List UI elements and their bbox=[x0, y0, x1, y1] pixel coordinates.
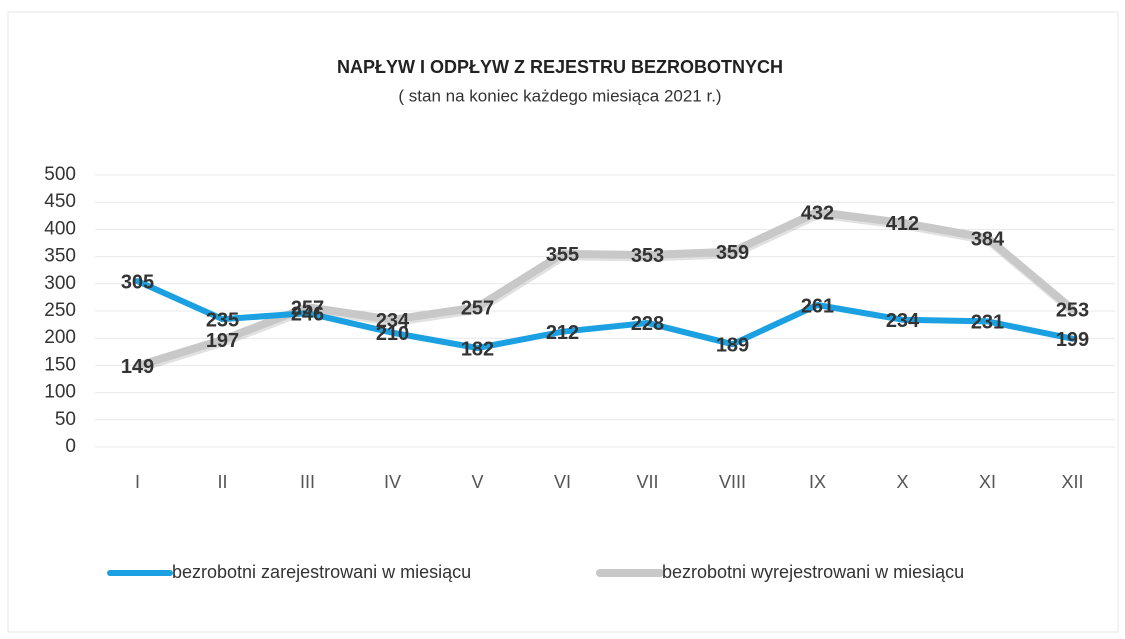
chart-subtitle: ( stan na koniec każdego miesiąca 2021 r… bbox=[398, 86, 721, 105]
data-label: 228 bbox=[631, 313, 664, 335]
y-tick-label: 300 bbox=[44, 273, 76, 294]
data-label: 257 bbox=[461, 297, 494, 319]
data-label: 199 bbox=[1056, 329, 1089, 351]
data-label: 182 bbox=[461, 338, 494, 360]
y-tick-label: 150 bbox=[44, 354, 76, 375]
x-tick-label: V bbox=[471, 472, 483, 492]
y-tick-label: 500 bbox=[44, 164, 76, 185]
x-tick-label: VI bbox=[554, 472, 571, 492]
x-tick-label: VII bbox=[636, 472, 658, 492]
data-label: 359 bbox=[716, 242, 749, 264]
x-tick-label: I bbox=[135, 472, 140, 492]
chart-title: NAPŁYW I ODPŁYW Z REJESTRU BEZROBOTNYCH bbox=[337, 57, 783, 77]
y-tick-label: 50 bbox=[55, 409, 76, 430]
y-tick-label: 200 bbox=[44, 327, 76, 348]
x-tick-label: VIII bbox=[719, 472, 746, 492]
y-tick-label: 350 bbox=[44, 246, 76, 267]
y-tick-label: 400 bbox=[44, 218, 76, 239]
legend-label: bezrobotni wyrejestrowani w miesiącu bbox=[662, 562, 964, 582]
x-tick-label: X bbox=[896, 472, 908, 492]
data-label: 432 bbox=[801, 202, 834, 224]
data-label: 212 bbox=[546, 322, 579, 344]
data-label: 231 bbox=[971, 312, 1004, 334]
data-label: 305 bbox=[121, 271, 154, 293]
data-label: 412 bbox=[886, 213, 919, 235]
data-label: 246 bbox=[291, 303, 324, 325]
x-tick-label: II bbox=[217, 472, 227, 492]
data-label: 234 bbox=[886, 310, 920, 332]
data-label: 149 bbox=[121, 356, 154, 378]
data-label: 235 bbox=[206, 309, 239, 331]
data-label: 261 bbox=[801, 295, 834, 317]
data-label: 384 bbox=[971, 228, 1005, 250]
x-tick-label: XII bbox=[1061, 472, 1083, 492]
data-label: 234 bbox=[376, 310, 410, 332]
data-label: 189 bbox=[716, 334, 749, 356]
data-label: 257 bbox=[291, 297, 324, 319]
y-tick-label: 450 bbox=[44, 191, 76, 212]
y-tick-label: 0 bbox=[65, 436, 76, 457]
data-label: 353 bbox=[631, 245, 664, 267]
data-label: 210 bbox=[376, 323, 409, 345]
x-tick-label: IX bbox=[809, 472, 826, 492]
x-tick-label: IV bbox=[384, 472, 401, 492]
data-label: 253 bbox=[1056, 300, 1089, 322]
y-tick-label: 100 bbox=[44, 382, 76, 403]
x-tick-label: III bbox=[300, 472, 315, 492]
data-label: 355 bbox=[546, 244, 579, 266]
y-tick-label: 250 bbox=[44, 300, 76, 321]
series-line bbox=[134, 278, 1076, 351]
x-tick-label: XI bbox=[979, 472, 996, 492]
legend-label: bezrobotni zarejestrowani w miesiącu bbox=[172, 562, 471, 582]
data-label: 197 bbox=[206, 330, 239, 352]
